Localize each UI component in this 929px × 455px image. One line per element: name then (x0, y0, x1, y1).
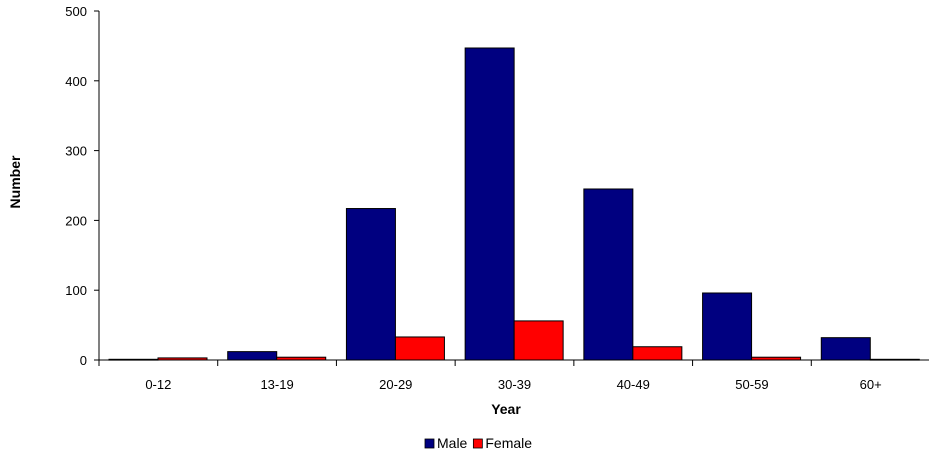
x-axis: 0-12 13-19 20-29 30-39 40-49 50-59 60+ (98, 359, 929, 392)
bar-male-30-39 (464, 47, 515, 361)
legend-label-female: Female (485, 435, 532, 451)
x-tick-label: 60+ (860, 377, 882, 392)
y-tick-label: 500 (65, 4, 87, 19)
bar-female-40-49 (632, 346, 683, 361)
y-tick-label: 0 (80, 353, 87, 368)
plot-area (108, 47, 920, 361)
x-tick-label: 20-29 (379, 377, 412, 392)
bar-female-30-39 (513, 320, 564, 361)
legend-swatch-female (472, 438, 483, 449)
bar-male-60+ (820, 337, 871, 361)
x-tick-label: 40-49 (617, 377, 650, 392)
legend: Male Female (424, 435, 532, 451)
y-tick-label: 400 (65, 74, 87, 89)
y-axis-title: Number (7, 155, 23, 208)
y-tick-label: 100 (65, 283, 87, 298)
y-tick-label: 200 (65, 213, 87, 228)
y-axis: 0 100 200 300 400 500 (65, 4, 100, 368)
x-tick-label: 13-19 (260, 377, 293, 392)
x-tick-label: 30-39 (498, 377, 531, 392)
legend-swatch-male (424, 438, 435, 449)
legend-label-male: Male (437, 435, 468, 451)
x-tick-label: 0-12 (145, 377, 171, 392)
x-tick-label: 50-59 (735, 377, 768, 392)
bar-male-13-19 (227, 351, 278, 361)
bar-male-40-49 (583, 188, 634, 361)
x-axis-title: Year (491, 401, 521, 417)
bar-male-20-29 (345, 208, 396, 361)
bar-male-50-59 (702, 292, 753, 361)
bar-female-20-29 (394, 336, 445, 361)
y-tick-label: 300 (65, 144, 87, 159)
